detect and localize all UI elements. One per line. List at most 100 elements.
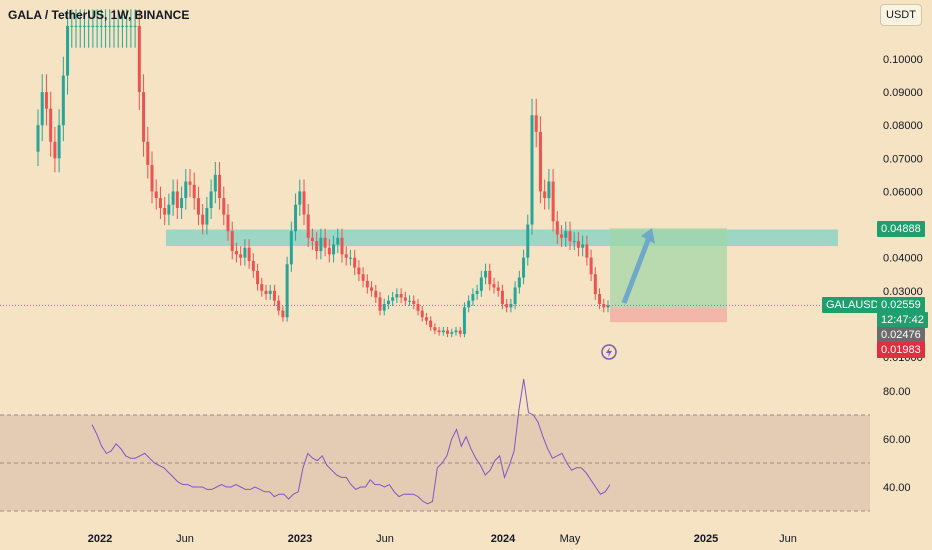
candle-body bbox=[230, 231, 234, 252]
candle-body bbox=[167, 204, 171, 215]
candle-body bbox=[222, 198, 226, 215]
candle-body bbox=[370, 287, 374, 291]
candle-body bbox=[112, 25, 116, 27]
candle-body bbox=[437, 330, 441, 333]
candle-body bbox=[116, 25, 120, 27]
candle-body bbox=[484, 270, 488, 278]
y-tick-label: 0.06000 bbox=[883, 186, 923, 198]
candle-body bbox=[158, 198, 162, 208]
candle-body bbox=[492, 284, 496, 288]
candle-body bbox=[568, 231, 572, 242]
candle-body bbox=[310, 237, 314, 242]
candle-body bbox=[336, 237, 340, 245]
candle-body bbox=[87, 25, 91, 27]
candle-body bbox=[395, 294, 399, 298]
rsi-tick-label: 40.00 bbox=[883, 482, 911, 494]
candle-body bbox=[218, 174, 222, 199]
y-tick-label: 0.10000 bbox=[883, 54, 923, 66]
projection-arrow bbox=[621, 234, 653, 304]
candle-body bbox=[302, 191, 306, 215]
candle-body bbox=[226, 214, 230, 232]
candle-body bbox=[247, 247, 251, 261]
x-tick-label: Jun bbox=[376, 533, 394, 545]
candle-body bbox=[408, 300, 412, 302]
candle-body bbox=[99, 25, 103, 27]
candle-body bbox=[251, 260, 255, 271]
candle-body bbox=[551, 181, 555, 222]
candle-body bbox=[458, 330, 462, 334]
candle-body bbox=[479, 277, 483, 291]
candle-body bbox=[192, 184, 196, 199]
candle-body bbox=[344, 254, 348, 258]
candle-body bbox=[433, 327, 437, 331]
candle-body bbox=[581, 244, 585, 248]
candle-body bbox=[285, 264, 289, 318]
candle-body bbox=[260, 284, 264, 291]
candle-body bbox=[66, 25, 70, 76]
stop-price-tag: 0.01983 bbox=[877, 342, 925, 358]
candle-body bbox=[82, 25, 86, 27]
candle-body bbox=[555, 221, 559, 235]
candle-body bbox=[471, 294, 475, 301]
candle-body bbox=[517, 277, 521, 288]
candle-body bbox=[572, 241, 576, 243]
candle-body bbox=[576, 241, 580, 248]
candle-body bbox=[340, 237, 344, 255]
candle-body bbox=[234, 251, 238, 255]
candle-body bbox=[306, 214, 310, 238]
candle-body bbox=[315, 241, 319, 252]
candle-body bbox=[403, 297, 407, 301]
candle-body bbox=[154, 191, 158, 199]
candle-body bbox=[374, 290, 378, 298]
candle-body bbox=[120, 25, 124, 27]
candle-body bbox=[281, 310, 285, 318]
candle-body bbox=[543, 191, 547, 199]
candle-body bbox=[272, 290, 276, 301]
candle-body bbox=[496, 287, 500, 291]
candle-body bbox=[467, 300, 471, 308]
candle-body bbox=[416, 304, 420, 311]
projection-arrowhead bbox=[641, 228, 655, 244]
candle-body bbox=[57, 125, 61, 159]
currency-button[interactable]: USDT bbox=[880, 4, 922, 26]
candle-body bbox=[386, 300, 390, 305]
y-tick-label: 0.04000 bbox=[883, 253, 923, 265]
candle-body bbox=[289, 231, 293, 265]
candle-body bbox=[332, 244, 336, 255]
countdown-tag: 12:47:42 bbox=[877, 312, 928, 328]
candle-body bbox=[298, 191, 302, 205]
x-tick-label: 2022 bbox=[88, 533, 112, 545]
y-tick-label: 0.09000 bbox=[883, 87, 923, 99]
candle-body bbox=[399, 294, 403, 298]
candle-body bbox=[268, 290, 272, 295]
candle-body bbox=[209, 191, 213, 208]
candle-body bbox=[462, 307, 466, 334]
candle-body bbox=[450, 332, 454, 334]
candle-body bbox=[319, 237, 323, 252]
candle-body bbox=[564, 231, 568, 238]
candle-body bbox=[365, 280, 369, 288]
candle-body bbox=[243, 247, 247, 258]
candle-body bbox=[277, 300, 281, 311]
x-tick-label: Jun bbox=[779, 533, 797, 545]
candle-body bbox=[142, 92, 146, 142]
candle-body bbox=[348, 257, 352, 259]
rsi-line bbox=[91, 378, 611, 505]
candle-body bbox=[104, 25, 108, 27]
candle-body bbox=[264, 290, 268, 295]
entry-price-tag: 0.02476 bbox=[877, 327, 925, 343]
y-tick-label: 0.07000 bbox=[883, 153, 923, 165]
candle-body bbox=[133, 25, 137, 27]
candle-body bbox=[70, 25, 74, 27]
candle-body bbox=[78, 25, 82, 27]
candle-body bbox=[205, 208, 209, 225]
candle-body bbox=[146, 141, 150, 165]
candle-body bbox=[188, 181, 192, 185]
candle-body bbox=[196, 198, 200, 215]
candle-body bbox=[361, 274, 365, 281]
x-tick-label: 2023 bbox=[288, 533, 312, 545]
candle-body bbox=[378, 297, 382, 311]
candle-body bbox=[488, 270, 492, 285]
candle-body bbox=[454, 330, 458, 333]
